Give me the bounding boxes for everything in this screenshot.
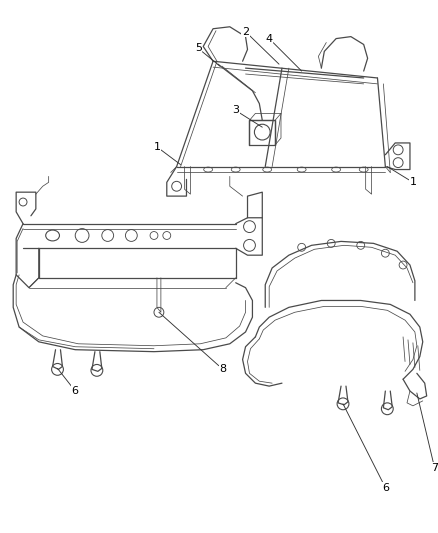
Text: 1: 1 xyxy=(153,142,180,165)
Text: 1: 1 xyxy=(387,167,417,187)
Text: 6: 6 xyxy=(343,404,389,492)
Text: 6: 6 xyxy=(57,368,79,396)
Text: 3: 3 xyxy=(232,106,262,127)
Text: 8: 8 xyxy=(159,312,226,374)
Text: 7: 7 xyxy=(417,393,438,473)
Text: 2: 2 xyxy=(242,27,279,64)
Text: 5: 5 xyxy=(195,43,220,66)
Text: 4: 4 xyxy=(265,34,302,71)
